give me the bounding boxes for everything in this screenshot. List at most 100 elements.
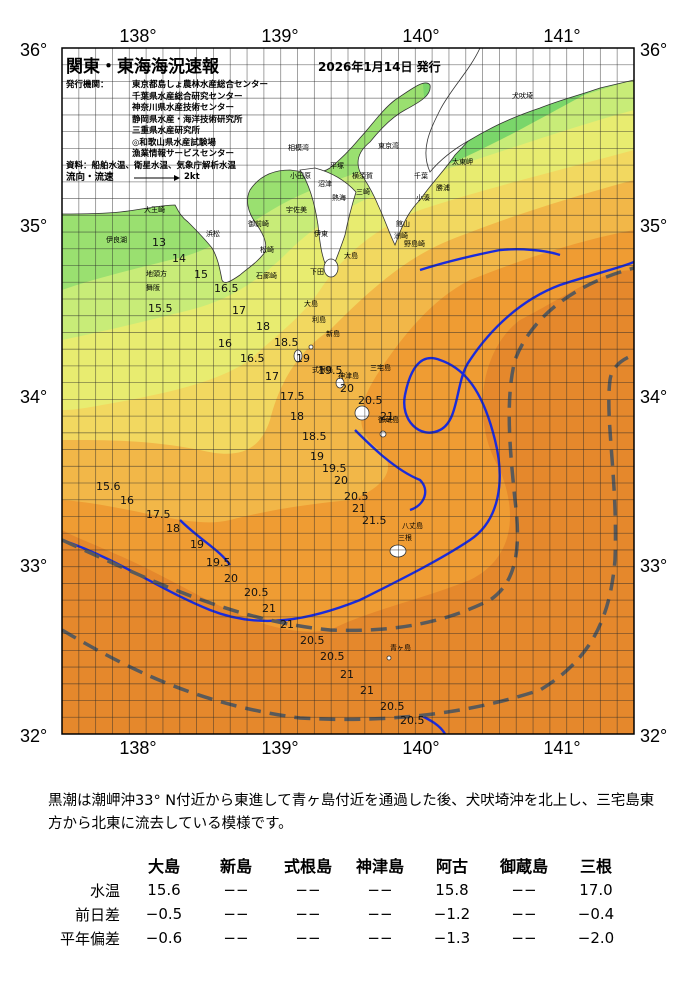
place-name: 熱海 [332,193,346,202]
isotherm-label: 17.5 [146,508,171,521]
lon-label: 140° [402,738,439,758]
place-name: 大島 [344,251,358,260]
lat-labels-right: 36° 35° 34° 33° 32° [640,40,667,746]
table-cell: −0.6 [145,929,183,947]
isotherm-label: 19 [296,352,310,365]
isotherm-label: 20.5 [380,700,405,713]
current-line-miyake [354,429,427,512]
flow-legend: 流向・流速 2kt [66,172,268,184]
table-cell: −− [367,881,393,899]
place-name: 浜松 [206,229,220,238]
lat-label: 34° [20,387,47,407]
issuer-name: 三重県水産研究所 [132,126,201,136]
place-name: 大島 [304,299,318,308]
place-name: 大王崎 [144,205,165,214]
table-header-row: 大島 新島 式根島 神津島 阿古 御蔵島 三根 [40,852,632,878]
issue-date: 2026年1月14日 発行 [318,60,441,74]
isotherm-labels: 15.51616.51717.51818.51919.52020.52121.5… [96,236,425,727]
isotherm-label: 20 [334,474,348,487]
isotherm-label: 20.5 [344,490,369,503]
issuer-name: 東京都島しょ農林水産総合センター [132,80,269,90]
isotherm-label: 20.5 [320,650,345,663]
issuer-name: 静岡県水産・海洋技術研究所 [132,114,243,125]
table-cell: −− [223,929,249,947]
table-cell: −− [511,929,537,947]
info-block: 発行機関： 東京都島しょ農林水産総合センター 千葉県水産総合研究センター 神奈川県水… [66,80,268,184]
isotherm-label: 19.5 [318,364,343,377]
table-cell: −1.2 [433,905,471,923]
isotherm-label: 20.5 [300,634,325,647]
lat-label: 36° [20,40,47,60]
place-name: 小湊 [416,193,430,202]
table-row: 平年偏差 −0.6 −− −− −− −1.3 −− −2.0 [40,926,632,950]
isotherm-label: 13 [152,236,166,249]
isotherm-label: 20 [224,572,238,585]
place-name: 太東岬 [452,157,473,166]
isotherm-label: 16.5 [214,282,239,295]
isotherm-label: 19 [190,538,204,551]
isotherm-label: 18.5 [274,336,299,349]
isotherm-label: 21 [262,602,276,615]
lon-label: 138° [119,738,156,758]
isotherm-label: 20.5 [400,714,425,727]
isotherm-label: 21 [280,618,294,631]
issuer-name: ◎和歌山県水産試験場 [132,137,216,148]
isotherm-label: 21 [360,684,374,697]
kuroshio-axis-north [62,266,634,633]
flow-scale: 2kt [184,172,200,182]
table-row: 水温 15.6 −− −− −− 15.8 −− 17.0 [40,878,632,902]
isotherm-label: 18.5 [302,430,327,443]
place-name: 御蔵島 [378,415,399,424]
isotherm-label: 20.5 [358,394,383,407]
place-name: 松崎 [260,245,274,254]
issuer-name: 漁業情報サービスセンター [132,149,235,159]
row-label: 水温 [89,881,120,900]
map-frame [61,47,635,735]
lon-labels-bottom: 138° 139° 140° 141° [119,738,580,758]
island-niijima [293,349,303,363]
place-name: 野島崎 [404,239,425,248]
place-name: 八丈島 [402,521,423,530]
table-cell: −− [223,905,249,923]
isotherm-label: 17 [232,304,246,317]
current-line-west [179,519,231,566]
lat-label: 32° [640,726,667,746]
place-name: 勝浦 [436,183,450,192]
place-name: 沼津 [318,179,332,188]
map-title: 関東・東海海況速報 [66,57,219,77]
table-cell: −0.5 [145,905,183,923]
isotherm-label: 21 [352,502,366,515]
lat-labels-left: 36° 35° 34° 33° 32° [20,40,47,746]
summary-paragraph: 黒潮は潮岬沖33° N付近から東進して青ヶ島付近を通過した後、犬吠埼沖を北上し、… [48,793,655,832]
place-name: 小田原 [290,171,311,180]
isotherm-label: 16 [218,337,232,350]
lon-label: 138° [119,26,156,46]
table-cell: 15.6 [147,881,181,899]
table-body: 水温 15.6 −− −− −− 15.8 −− 17.0 前日差 −0.5 −− −− −− −1.2 −… [40,878,632,950]
place-name: 洲崎 [394,231,408,240]
isotherm-label: 21.5 [362,514,387,527]
place-name: 神津島 [338,371,359,380]
isotherm-label: 19.5 [206,556,231,569]
place-name: 新島 [326,329,340,338]
isotherm-label: 15 [194,268,208,281]
isotherm-label: 20 [340,382,354,395]
issuer-name: 千葉県水産総合研究センター [132,91,243,102]
place-name: 平塚 [330,161,344,170]
table-cell: −0.4 [577,905,615,923]
isotherm-label: 15.6 [96,480,121,493]
isotherm-label: 16 [120,494,134,507]
table-column-header: 三根 [579,857,612,876]
place-name: 相模湾 [288,143,309,152]
lon-label: 140° [402,26,439,46]
source-label: 資料： [66,160,92,171]
place-names: 犬吠埼太東岬勝浦小湊洲崎野島崎館山千葉横須賀三崎平塚小田原熱海伊東大島下田石廊崎… [106,91,533,652]
island-miyake [354,405,370,421]
lat-label: 35° [20,216,47,236]
land-boso [425,48,634,173]
lat-label: 32° [20,726,47,746]
map-body: 15.51616.51717.51818.51919.52020.52121.5… [62,48,634,734]
table-column-header [40,852,128,878]
island-hachijo [389,544,407,558]
lon-label: 139° [261,738,298,758]
